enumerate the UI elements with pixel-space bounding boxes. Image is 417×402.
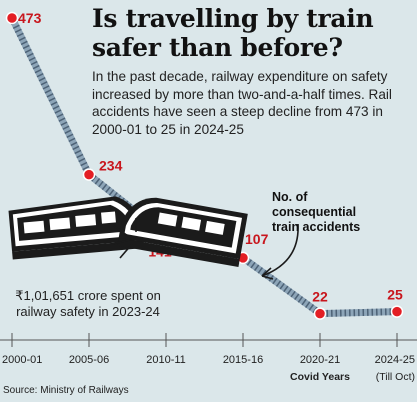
subtitle: In the past decade, railway expenditure … [92,69,392,137]
legend-label: No. of consequential train accidents [272,190,361,234]
data-label: 107 [245,231,269,247]
data-point [82,168,96,181]
x-tick-label: 2020-21 [300,354,340,366]
page-title: Is travelling by train safer than before… [92,4,374,62]
x-tick-label: 2005-06 [69,354,109,366]
train-crash-icon [8,196,248,268]
data-label: 473 [18,10,42,26]
safety-spend-annotation: ₹1,01,651 crore spent on railway safety … [15,288,161,319]
data-label: 234 [99,158,123,174]
source-note: Source: Ministry of Railways [3,385,129,396]
x-tick-label: 2024-25 [375,354,415,366]
x-tick-sublabel: (Till Oct) [376,371,415,383]
x-tick-sublabel: Covid Years [290,371,350,383]
series-line [8,16,398,318]
legend-arrowhead [261,267,274,280]
legend-arrow [261,223,299,277]
data-point [5,11,19,25]
data-point [390,305,404,318]
data-label: 22 [312,289,328,305]
data-label: 25 [387,287,403,303]
x-tick-label: 2015-16 [223,354,263,366]
series-line-ties [8,16,398,318]
x-tick-label: 2000-01 [2,354,42,366]
data-point [313,307,327,320]
x-tick-label: 2010-11 [146,354,186,366]
